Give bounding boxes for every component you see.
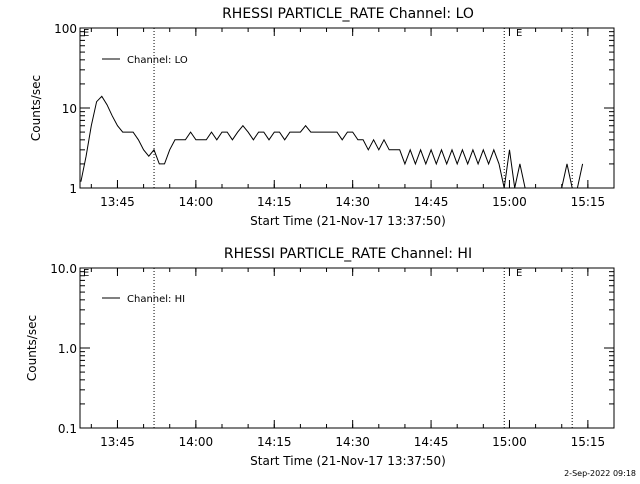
y-tick-label: 10: [62, 102, 77, 116]
x-tick-label: 14:45: [414, 195, 449, 209]
x-tick-label: 14:30: [335, 435, 370, 449]
panel-lo: RHESSI PARTICLE_RATE Channel: LO 110100 …: [29, 6, 615, 228]
x-tick-label: 14:00: [179, 195, 214, 209]
series-line-lo: [80, 95, 584, 189]
annotation-e-hi-2: E: [516, 268, 522, 279]
x-tick-label: 14:30: [335, 195, 370, 209]
x-axis-lo: 13:45 14:00 14:15 14:30 14:45 15:00 15:15: [90, 28, 615, 209]
y-axis-lo: 1 10 100: [54, 22, 614, 196]
chart-title-hi: RHESSI PARTICLE_RATE Channel: HI: [224, 246, 472, 262]
x-tick-label: 14:00: [179, 435, 214, 449]
x-tick-label: 15:15: [571, 435, 606, 449]
y-axis-hi: 0.1 1.0 10.0: [50, 262, 614, 436]
footer-timestamp: 2-Sep-2022 09:18: [564, 469, 636, 478]
plot-frame-hi: [79, 267, 615, 429]
x-tick-label: 15:15: [571, 195, 606, 209]
annotation-e-hi-1: E: [83, 268, 89, 279]
x-axis-label-hi: Start Time (21-Nov-17 13:37:50): [250, 454, 446, 468]
legend-label-hi: Channel: HI: [127, 294, 185, 305]
legend-label-lo: Channel: LO: [127, 55, 188, 66]
x-tick-label: 13:45: [100, 195, 135, 209]
chart-title-lo: RHESSI PARTICLE_RATE Channel: LO: [222, 6, 474, 22]
x-tick-label: 14:45: [414, 435, 449, 449]
y-tick-label: 1.0: [58, 342, 77, 356]
y-tick-label: 100: [54, 22, 77, 36]
x-tick-label: 14:15: [257, 435, 292, 449]
annotation-e-lo-2: E: [516, 28, 522, 39]
y-axis-label-hi: Counts/sec: [25, 315, 39, 381]
y-tick-label: 1: [69, 182, 77, 196]
x-axis-hi: 13:45 14:00 14:15 14:30 14:45 15:00 15:15: [90, 268, 615, 449]
x-tick-label: 14:15: [257, 195, 292, 209]
annotation-e-lo-1: E: [83, 28, 89, 39]
vertical-markers-lo: [153, 28, 573, 188]
x-tick-label: 15:00: [492, 435, 527, 449]
y-tick-label: 10.0: [50, 262, 77, 276]
panel-hi: RHESSI PARTICLE_RATE Channel: HI 0.1 1.0 1…: [25, 246, 615, 468]
x-tick-label: 15:00: [492, 195, 527, 209]
vertical-markers-hi: [153, 268, 573, 428]
x-axis-label-lo: Start Time (21-Nov-17 13:37:50): [250, 214, 446, 228]
x-tick-label: 13:45: [100, 435, 135, 449]
y-tick-label: 0.1: [58, 422, 77, 436]
y-axis-label-lo: Counts/sec: [29, 75, 43, 141]
